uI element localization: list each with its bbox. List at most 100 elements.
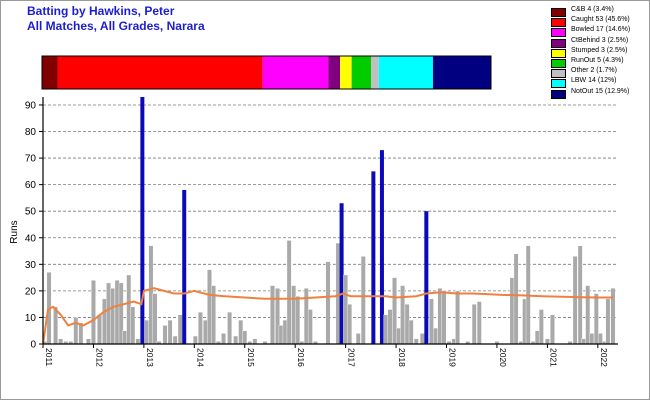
innings-bar (203, 319, 208, 345)
legend-item-caught: Caught 53 (45.6%) (551, 16, 647, 28)
innings-bar (102, 298, 107, 345)
x-tick-label: 2012 (94, 348, 104, 367)
innings-bar (97, 314, 102, 345)
innings-bar (550, 314, 555, 345)
innings-bar (167, 319, 173, 345)
innings-bar (233, 335, 239, 345)
innings-bar (476, 301, 482, 345)
breakdown-segment (371, 56, 379, 89)
x-tick-label: 2020 (498, 348, 508, 367)
innings-bar (135, 338, 141, 345)
x-tick-label: 2019 (448, 348, 458, 367)
innings-bar (291, 285, 297, 345)
breakdown-segment (57, 56, 263, 89)
legend-label: C&B 4 (3.4%) (571, 6, 614, 13)
x-tick-label: 2014 (195, 348, 205, 367)
y-tick-label: 80 (25, 127, 37, 138)
innings-bar (130, 306, 136, 345)
legend-swatch (551, 18, 566, 28)
innings-bar (404, 303, 410, 345)
innings-bar (347, 303, 353, 345)
innings-bar (307, 309, 313, 345)
innings-bar (538, 309, 544, 345)
innings-bar (106, 282, 111, 345)
innings-bar (270, 285, 275, 345)
innings-bar (585, 285, 591, 345)
innings-bar (428, 298, 434, 345)
y-axis-title: Runs (9, 220, 20, 243)
notout-bar (379, 150, 384, 344)
legend-swatch (551, 8, 566, 17)
legend-label: CtBehind 3 (2.5%) (571, 36, 629, 44)
legend-item-bowled: Bowled 17 (14.6%) (551, 26, 647, 38)
innings-bar (144, 319, 150, 345)
innings-bar (286, 240, 292, 345)
innings-bar (85, 338, 91, 345)
y-tick-label: 0 (30, 340, 36, 351)
notout-bar (371, 171, 376, 344)
legend-swatch (551, 89, 566, 99)
x-tick-label: 2016 (296, 348, 306, 367)
legend-swatch (551, 48, 566, 58)
breakdown-segment (351, 56, 372, 89)
legend-swatch (551, 38, 566, 48)
legend: C&B 4 (3.4%) Caught 53 (45.6%) Bowled 17… (551, 6, 647, 99)
x-tick-label: 2011 (44, 348, 54, 367)
innings-bar (110, 288, 116, 345)
innings-bar (73, 317, 79, 345)
x-tick-label: 2015 (246, 348, 256, 367)
innings-bar (172, 335, 178, 345)
notout-bar (339, 203, 344, 344)
legend-swatch (551, 79, 566, 89)
legend-swatch (551, 69, 566, 79)
legend-item-lbw: LBW 14 (12%) (551, 77, 647, 89)
innings-bar (177, 314, 183, 345)
legend-item-other: Other 2 (1.7%) (551, 67, 647, 79)
innings-bar (282, 319, 288, 345)
legend-swatch (551, 28, 566, 38)
innings-bar (343, 274, 349, 345)
innings-bar (433, 327, 438, 345)
innings-bar (148, 245, 154, 345)
y-tick-label: 30 (25, 260, 37, 271)
y-tick-label: 40 (25, 233, 37, 244)
innings-bar (325, 261, 331, 345)
innings-bar (197, 311, 203, 345)
innings-bar (597, 333, 603, 345)
innings-bar (400, 285, 406, 345)
innings-bar (252, 338, 258, 345)
innings-bar (437, 288, 443, 345)
innings-bar (122, 330, 128, 345)
innings-bar (396, 327, 401, 345)
innings-bar (278, 325, 284, 345)
legend-item-runout: RunOut 5 (4.3%) (551, 56, 647, 68)
y-tick-label: 10 (25, 313, 37, 324)
notout-bar (182, 189, 187, 344)
breakdown-segment (328, 56, 341, 89)
innings-bar (544, 338, 550, 345)
y-tick-label: 90 (25, 100, 37, 111)
innings-bar (383, 314, 389, 345)
breakdown-segment (340, 56, 352, 89)
innings-bar (355, 333, 361, 345)
notout-bar (140, 97, 145, 344)
innings-bar (238, 319, 244, 345)
innings-bar (392, 277, 397, 345)
y-tick-label: 50 (25, 207, 37, 218)
average-line (42, 287, 613, 345)
legend-label: NotOut 15 (12.9%) (571, 87, 630, 95)
innings-bar (227, 311, 233, 345)
x-tick-label: 2018 (397, 348, 407, 367)
legend-label: Other 2 (1.7%) (571, 67, 617, 75)
innings-bar (114, 280, 120, 345)
legend-label: RunOut 5 (4.3%) (571, 56, 624, 64)
x-tick-label: 2013 (145, 348, 155, 367)
innings-bar (192, 335, 198, 345)
innings-bar (303, 288, 309, 345)
innings-bar (441, 290, 447, 345)
x-tick-label: 2021 (548, 348, 558, 367)
legend-item-cb: C&B 4 (3.4%) (551, 6, 647, 17)
breakdown-border (41, 55, 492, 90)
innings-bar (360, 256, 366, 345)
